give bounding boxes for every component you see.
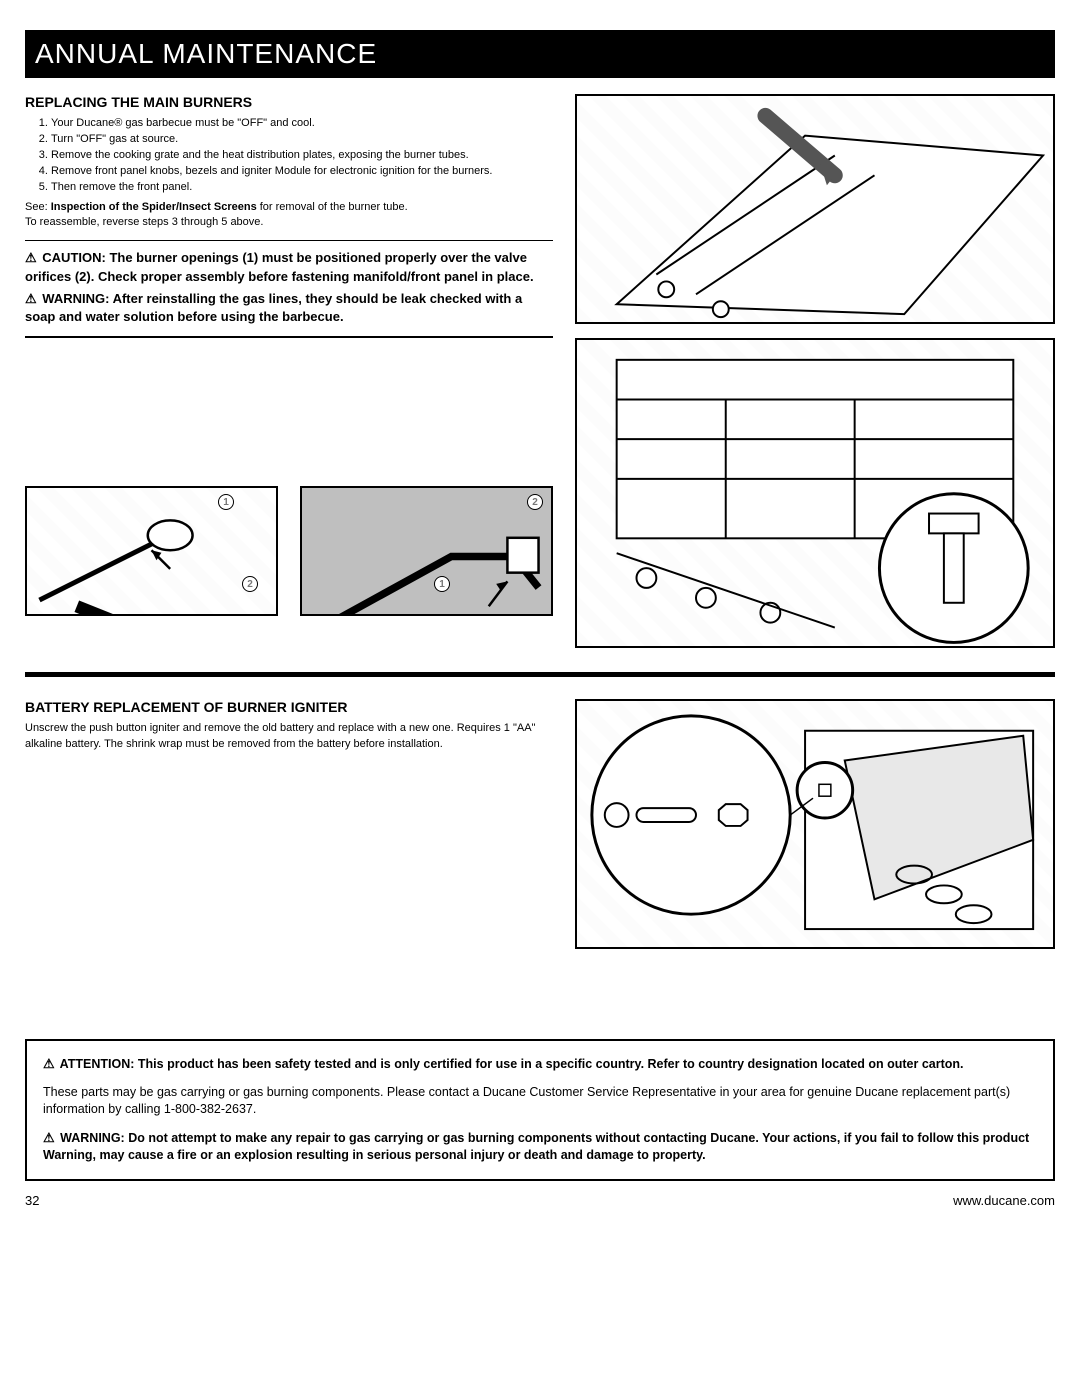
warning-icon: ⚠ [43, 1055, 55, 1073]
diagram-svg-4 [577, 340, 1053, 647]
warning-icon: ⚠ [25, 249, 37, 267]
vertical-gap [25, 346, 553, 466]
small-diagram-row: 1 2 2 1 [25, 486, 553, 616]
section1-heading: REPLACING THE MAIN BURNERS [25, 94, 553, 110]
note-prefix: See: [25, 201, 51, 213]
page-title-bar: ANNUAL MAINTENANCE [25, 30, 1055, 78]
thick-divider [25, 336, 553, 338]
step-item: Remove front panel knobs, bezels and ign… [51, 164, 553, 180]
section1-steps: Your Ducane® gas barbecue must be "OFF" … [25, 116, 553, 196]
warning-icon: ⚠ [25, 290, 37, 308]
attention-text: ATTENTION: This product has been safety … [60, 1057, 964, 1071]
diagram-svg-2 [302, 488, 551, 616]
warning-block: ⚠ WARNING: After reinstalling the gas li… [25, 290, 553, 326]
diagram-svg-3 [577, 96, 1053, 324]
step-item: Remove the cooking grate and the heat di… [51, 148, 553, 164]
diagram-battery [575, 699, 1055, 949]
section2-heading: BATTERY REPLACEMENT OF BURNER IGNITER [25, 699, 553, 715]
main-columns: REPLACING THE MAIN BURNERS Your Ducane® … [25, 94, 1055, 648]
right-column [575, 94, 1055, 648]
note-line2: To reassemble, reverse steps 3 through 5… [25, 216, 263, 228]
battery-section-row: BATTERY REPLACEMENT OF BURNER IGNITER Un… [25, 699, 1055, 949]
box-warning-paragraph: ⚠ WARNING: Do not attempt to make any re… [43, 1129, 1037, 1165]
box-warning-text: WARNING: Do not attempt to make any repa… [43, 1131, 1029, 1163]
attention-paragraph: ⚠ ATTENTION: This product has been safet… [43, 1055, 1037, 1074]
diagram-valve-orifice: 2 1 [300, 486, 553, 616]
warning-text: WARNING: After reinstalling the gas line… [25, 291, 522, 324]
page-title: ANNUAL MAINTENANCE [35, 38, 377, 69]
step-item: Then remove the front panel. [51, 180, 553, 196]
note-bold: Inspection of the Spider/Insect Screens [51, 201, 257, 213]
left-column: REPLACING THE MAIN BURNERS Your Ducane® … [25, 94, 553, 648]
footer-url: www.ducane.com [953, 1193, 1055, 1208]
diagram-svg-5 [577, 701, 1053, 949]
body-paragraph: These parts may be gas carrying or gas b… [43, 1084, 1037, 1119]
page-footer: 32 www.ducane.com [25, 1193, 1055, 1208]
caution-text: CAUTION: The burner openings (1) must be… [25, 250, 534, 283]
battery-left: BATTERY REPLACEMENT OF BURNER IGNITER Un… [25, 699, 553, 949]
step-item: Turn "OFF" gas at source. [51, 132, 553, 148]
divider [25, 240, 553, 241]
battery-right [575, 699, 1055, 949]
diagram-burner-opening: 1 2 [25, 486, 278, 616]
note-suffix: for removal of the burner tube. [257, 201, 408, 213]
diagram-large-top [575, 94, 1055, 324]
caution-block: ⚠ CAUTION: The burner openings (1) must … [25, 249, 553, 285]
section-separator [25, 672, 1055, 677]
section1-note: See: Inspection of the Spider/Insect Scr… [25, 200, 553, 231]
diagram-svg-1 [27, 488, 276, 616]
section2-text: Unscrew the push button igniter and remo… [25, 721, 553, 753]
safety-box: ⚠ ATTENTION: This product has been safet… [25, 1039, 1055, 1181]
diagram-large-bottom [575, 338, 1055, 648]
page-number: 32 [25, 1193, 39, 1208]
warning-icon: ⚠ [43, 1129, 55, 1147]
step-item: Your Ducane® gas barbecue must be "OFF" … [51, 116, 553, 132]
